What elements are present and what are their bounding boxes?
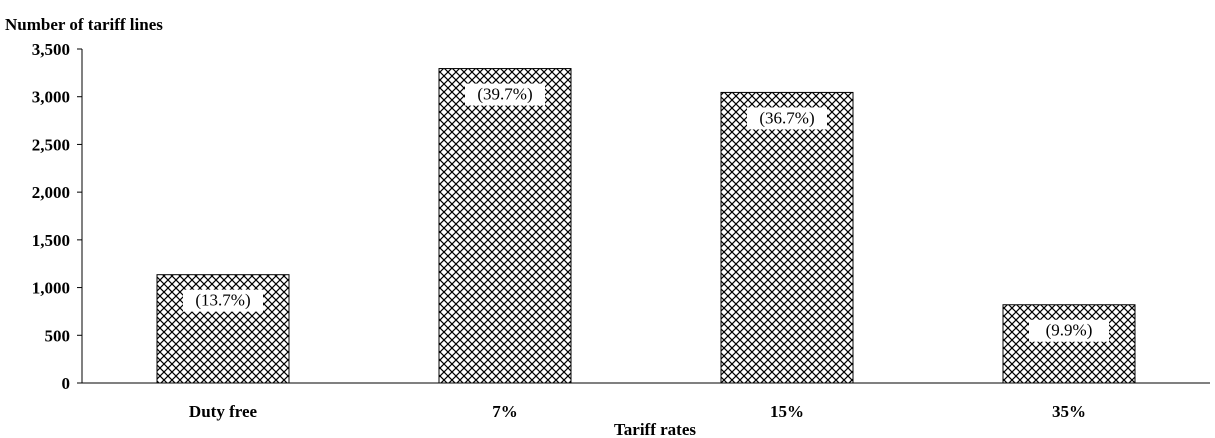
x-tick-label-1: 7% (492, 402, 518, 421)
y-tick-label: 0 (62, 374, 71, 393)
bar-2 (720, 91, 854, 384)
y-tick-label: 2,000 (32, 183, 70, 202)
y-tick-label: 1,500 (32, 231, 70, 250)
bar-3 (1002, 304, 1136, 384)
x-axis-ticks: Duty free 7% 15% 35% (189, 402, 1086, 421)
y-tick-label: 2,500 (32, 135, 70, 154)
x-tick-label-0: Duty free (189, 402, 258, 421)
y-tick-label: 3,500 (32, 40, 70, 59)
data-label-background (747, 107, 827, 130)
y-tick-label: 1,000 (32, 279, 70, 298)
data-label-background (183, 289, 263, 312)
data-label-background (465, 83, 545, 106)
bar-1 (438, 68, 572, 384)
data-label-0: (13.7%) (195, 291, 250, 310)
y-tick-label: 500 (45, 326, 71, 345)
bars-group: (13.7%) (39.7%) (36.7%) (9.9%) (156, 68, 1136, 384)
data-label-3: (9.9%) (1046, 321, 1093, 340)
y-tick-label: 3,000 (32, 88, 70, 107)
y-axis-title: Number of tariff lines (5, 15, 163, 34)
x-tick-label-2: 15% (770, 402, 804, 421)
y-axis-ticks: 0 500 1,000 1,500 2,000 2,500 3,000 3,500 (32, 40, 82, 393)
data-label-1: (39.7%) (477, 85, 532, 104)
x-tick-label-3: 35% (1052, 402, 1086, 421)
data-label-2: (36.7%) (759, 108, 814, 127)
x-axis-title: Tariff rates (614, 420, 696, 438)
data-label-background (1029, 319, 1109, 342)
